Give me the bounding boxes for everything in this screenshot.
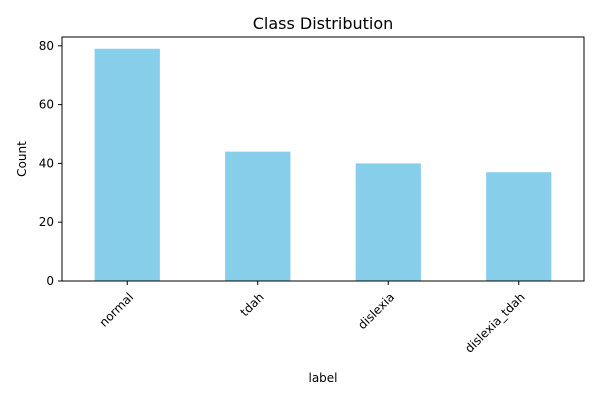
bars-layer — [94, 48, 552, 282]
bar-normal — [94, 48, 160, 282]
bar-dislexia — [355, 163, 421, 281]
x-axis-label: label — [308, 371, 337, 385]
plot-frame — [61, 36, 585, 282]
y-tick-label: 80 — [39, 39, 54, 53]
y-tick-label: 0 — [46, 274, 54, 288]
y-axis-label: Count — [15, 141, 29, 177]
x-tick-label: dislexia_tdah — [462, 290, 528, 356]
bar-dislexia_tdah — [486, 172, 552, 281]
x-tick-label: normal — [97, 290, 137, 330]
y-tick-label: 40 — [39, 156, 54, 170]
bar-tdah — [225, 151, 291, 281]
y-axis-ticks: 0 20 40 60 80 — [39, 39, 62, 288]
y-tick-label: 60 — [39, 98, 54, 112]
x-axis-ticks: normal tdah dislexia dislexia_tdah — [97, 281, 528, 356]
x-tick-label: tdah — [238, 290, 267, 319]
x-tick-label: dislexia — [355, 290, 397, 332]
y-tick-label: 20 — [39, 215, 54, 229]
chart-title: Class Distribution — [253, 14, 394, 33]
